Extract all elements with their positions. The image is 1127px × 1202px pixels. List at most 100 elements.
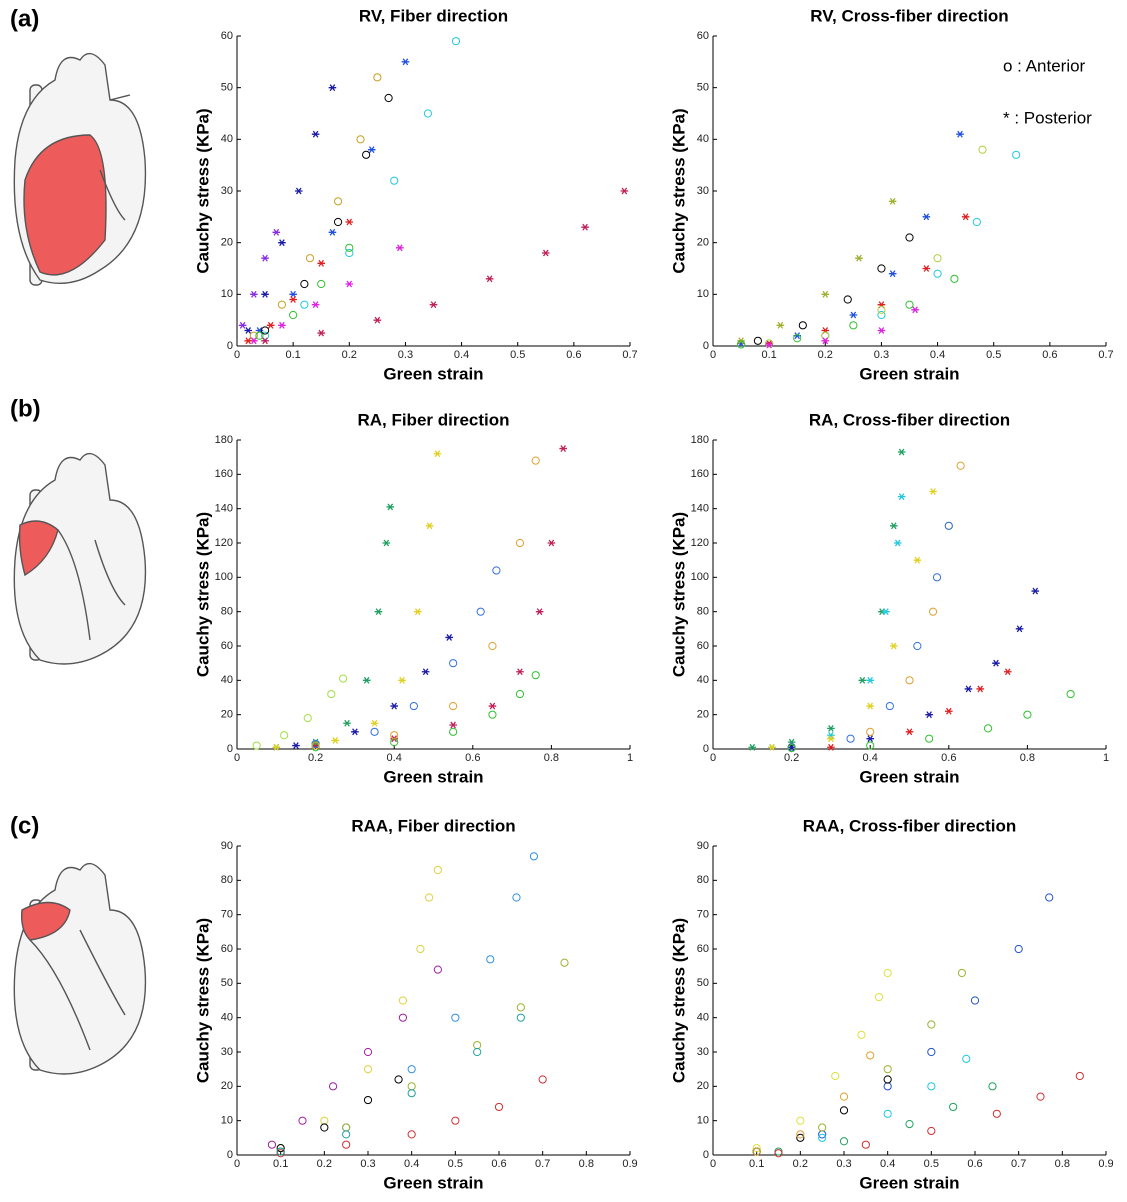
data-point (827, 731, 835, 739)
data-point (476, 607, 485, 616)
x-tick-label: 0.4 (387, 752, 402, 764)
y-tick-label: 50 (697, 82, 709, 94)
data-point (294, 187, 303, 195)
data-point (529, 852, 539, 861)
data-point (843, 295, 852, 304)
x-tick-label: 0.2 (793, 1158, 808, 1170)
data-point (889, 642, 898, 650)
data-point (992, 1109, 1001, 1118)
x-tick-label: 0.3 (874, 349, 889, 361)
data-point (883, 1075, 892, 1084)
data-point (421, 668, 430, 676)
data-point (538, 1075, 547, 1084)
data-point (485, 275, 494, 283)
data-point (492, 566, 501, 575)
data-point (342, 1123, 351, 1132)
data-point (839, 1106, 849, 1115)
data-point (362, 150, 371, 159)
data-point (327, 689, 336, 699)
data-point (449, 727, 458, 736)
data-point (849, 321, 858, 330)
data-point (925, 711, 933, 719)
data-point (818, 1123, 827, 1132)
y-tick-label: 50 (221, 977, 233, 989)
data-point (925, 734, 934, 743)
y-tick-label: 120 (691, 537, 709, 549)
y-tick-label: 140 (215, 503, 233, 515)
data-point (345, 243, 354, 252)
y-axis-label: Cauchy stress (KPa) (669, 512, 688, 677)
data-point (736, 340, 746, 349)
data-point (559, 445, 567, 453)
chart-title: RV, Cross-fiber direction (810, 6, 1008, 25)
data-point (866, 735, 874, 743)
x-tick-label: 0.6 (491, 1158, 506, 1170)
data-point (547, 539, 556, 547)
data-point (927, 1020, 936, 1029)
data-point (535, 608, 544, 616)
data-point (345, 280, 354, 288)
data-point (913, 641, 922, 651)
x-tick-label: 0.5 (448, 1158, 463, 1170)
data-point (889, 522, 898, 530)
x-tick-label: 0.5 (986, 349, 1001, 361)
y-tick-label: 60 (697, 943, 709, 955)
y-tick-label: 40 (697, 674, 709, 686)
data-point (839, 1137, 849, 1146)
data-point (317, 279, 326, 289)
data-point (978, 145, 987, 154)
data-point (905, 676, 914, 685)
data-point (494, 1102, 504, 1112)
x-tick-label: 0.4 (930, 349, 945, 361)
data-point (317, 329, 326, 337)
x-tick-label: 0.3 (836, 1158, 851, 1170)
data-point (883, 1082, 892, 1091)
data-point (333, 217, 343, 227)
data-point (874, 992, 884, 1002)
y-tick-label: 30 (697, 1046, 709, 1058)
y-tick-label: 10 (697, 288, 709, 300)
data-point (956, 461, 965, 470)
x-tick-label: 0.6 (566, 349, 581, 361)
chart-title: RA, Fiber direction (357, 410, 509, 429)
x-tick-label: 0.4 (880, 1158, 895, 1170)
data-point (289, 296, 297, 303)
x-axis-label: Green strain (859, 767, 959, 786)
x-tick-label: 0.2 (342, 349, 357, 361)
data-point (303, 714, 312, 723)
data-point (1045, 893, 1054, 902)
x-tick-label: 0.2 (818, 349, 833, 361)
x-tick-label: 0 (234, 1158, 240, 1170)
data-point (882, 608, 890, 616)
data-point (449, 659, 458, 668)
data-point (827, 743, 835, 751)
data-point (913, 556, 922, 564)
data-point (488, 641, 497, 651)
data-point (488, 702, 497, 710)
data-point (866, 741, 875, 750)
x-tick-label: 0.1 (749, 1158, 764, 1170)
data-point (425, 522, 434, 530)
data-point (342, 1130, 351, 1139)
y-tick-label: 0 (703, 743, 709, 755)
data-point (311, 301, 320, 309)
data-point (311, 130, 320, 138)
data-point (238, 321, 247, 329)
y-tick-label: 40 (221, 1012, 233, 1024)
data-point (398, 1013, 408, 1022)
x-tick-label: 0.6 (465, 752, 480, 764)
data-point (261, 254, 269, 262)
x-tick-label: 0.8 (579, 1158, 594, 1170)
data-point (488, 710, 497, 719)
data-point (373, 316, 382, 324)
data-point (748, 743, 757, 751)
y-tick-label: 20 (697, 237, 709, 249)
x-tick-label: 0.5 (510, 349, 525, 361)
data-point (821, 337, 830, 345)
data-point (1015, 625, 1024, 633)
data-point (793, 334, 802, 343)
data-point (861, 1140, 870, 1149)
x-tick-label: 0.2 (784, 752, 799, 764)
y-tick-label: 20 (221, 709, 233, 721)
data-point (390, 702, 398, 710)
